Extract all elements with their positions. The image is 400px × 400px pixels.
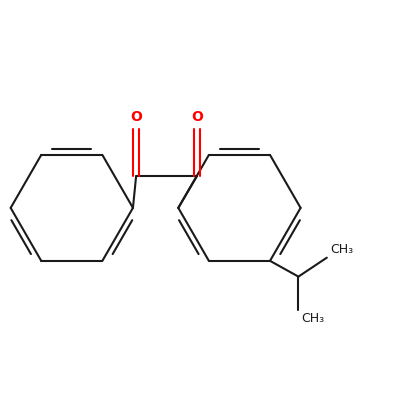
Text: O: O [130, 110, 142, 124]
Text: CH₃: CH₃ [330, 243, 353, 256]
Text: CH₃: CH₃ [302, 312, 325, 325]
Text: O: O [191, 110, 203, 124]
